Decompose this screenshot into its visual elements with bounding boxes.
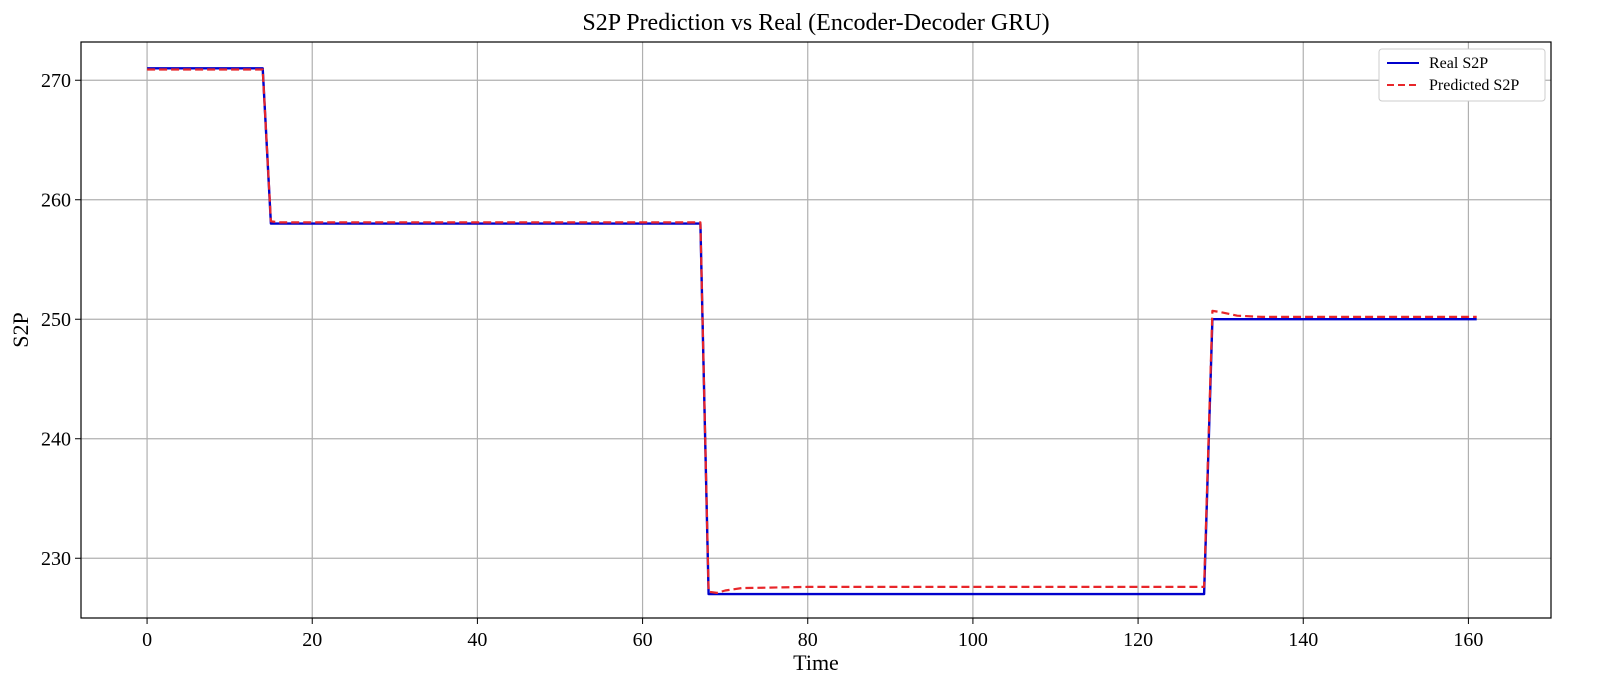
- series-line-real: [147, 67, 1477, 596]
- legend: Real S2P Predicted S2P: [1378, 48, 1546, 102]
- series-line-predicted: [147, 68, 1477, 595]
- y-tick-label: 260: [41, 190, 71, 212]
- x-tick-label: 140: [1288, 629, 1318, 651]
- y-tick-label: 230: [41, 548, 71, 570]
- x-tick-label: 40: [467, 629, 487, 651]
- x-axis-label: Time: [793, 650, 839, 675]
- x-tick-label: 160: [1453, 629, 1483, 651]
- x-tick-label: 60: [633, 629, 653, 651]
- plot-frame: [80, 41, 1552, 619]
- legend-label: Predicted S2P: [1429, 77, 1519, 94]
- x-tick-label: 20: [302, 629, 322, 651]
- x-tick-label: 0: [142, 629, 152, 651]
- y-tick-label: 270: [41, 70, 71, 92]
- legend-label: Real S2P: [1429, 55, 1488, 72]
- x-tick-label: 100: [958, 629, 988, 651]
- x-tick-label: 120: [1123, 629, 1153, 651]
- ticks: 0 20 40 60 80 100 120 140 160 230 240 250 260 270: [41, 70, 1483, 651]
- series-group: [147, 67, 1477, 596]
- grid: [81, 42, 1551, 618]
- y-tick-label: 240: [41, 429, 71, 451]
- x-tick-label: 80: [798, 629, 818, 651]
- y-axis-label: S2P: [8, 312, 33, 347]
- y-tick-label: 250: [41, 309, 71, 331]
- legend-box: [1378, 48, 1546, 102]
- chart-title: S2P Prediction vs Real (Encoder-Decoder …: [582, 10, 1049, 36]
